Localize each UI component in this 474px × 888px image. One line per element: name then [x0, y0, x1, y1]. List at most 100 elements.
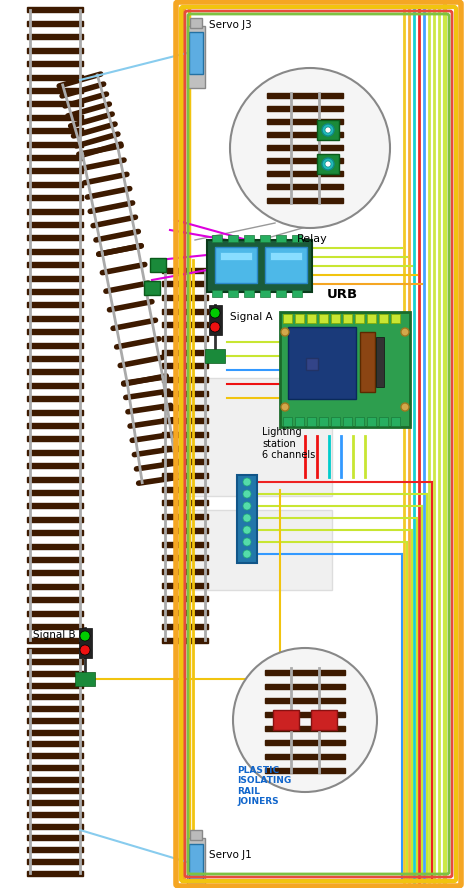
Bar	[212, 290, 222, 297]
Circle shape	[322, 124, 334, 136]
Bar	[27, 343, 83, 347]
Circle shape	[243, 502, 251, 510]
Bar	[376, 337, 384, 387]
Bar	[267, 107, 343, 112]
Bar	[27, 275, 83, 281]
Bar	[27, 503, 83, 509]
Bar	[27, 570, 83, 575]
Bar	[162, 623, 208, 629]
Circle shape	[210, 308, 220, 318]
Bar	[162, 322, 208, 328]
Bar	[267, 146, 343, 150]
Bar	[228, 290, 238, 297]
Circle shape	[243, 538, 251, 546]
Bar	[144, 281, 160, 295]
Bar	[27, 765, 83, 770]
Bar	[237, 475, 257, 563]
Bar	[27, 477, 83, 481]
Bar	[162, 527, 208, 533]
Bar	[360, 332, 375, 392]
Bar	[27, 611, 83, 615]
Bar	[317, 120, 339, 140]
Bar	[244, 290, 254, 297]
Bar	[207, 240, 312, 292]
Bar	[162, 555, 208, 560]
Bar	[27, 598, 83, 602]
Bar	[27, 812, 83, 817]
Bar	[379, 314, 388, 323]
Bar	[162, 336, 208, 341]
Bar	[27, 383, 83, 388]
Bar	[265, 684, 345, 688]
Circle shape	[322, 158, 334, 170]
Text: Servo J1: Servo J1	[209, 850, 252, 860]
Bar	[162, 405, 208, 409]
Bar	[265, 740, 345, 744]
Bar	[27, 141, 83, 147]
Bar	[317, 154, 339, 174]
Bar	[391, 417, 400, 426]
Bar	[331, 314, 340, 323]
Circle shape	[243, 478, 251, 486]
Text: Servo J3: Servo J3	[209, 20, 252, 30]
Bar	[27, 169, 83, 173]
Text: PLASTIC
ISOLATING
RAIL
JOINERS: PLASTIC ISOLATING RAIL JOINERS	[237, 765, 291, 806]
Bar	[267, 171, 343, 177]
Bar	[162, 377, 208, 382]
Bar	[27, 800, 83, 805]
Bar	[27, 741, 83, 747]
Bar	[162, 267, 208, 273]
Bar	[162, 281, 208, 286]
Bar	[27, 61, 83, 66]
Bar	[319, 417, 328, 426]
Bar	[27, 789, 83, 793]
Bar	[27, 530, 83, 535]
Bar	[276, 235, 286, 242]
Bar	[162, 295, 208, 300]
Bar	[162, 473, 208, 478]
Bar	[355, 417, 364, 426]
Bar	[27, 155, 83, 160]
Bar	[162, 309, 208, 313]
Bar	[162, 432, 208, 437]
Circle shape	[210, 322, 220, 332]
Bar	[267, 120, 343, 124]
Bar	[162, 487, 208, 492]
Bar	[379, 417, 388, 426]
Circle shape	[281, 403, 289, 411]
Bar	[27, 777, 83, 781]
Bar	[190, 18, 202, 28]
Bar	[292, 290, 302, 297]
Bar	[162, 569, 208, 574]
Bar	[27, 115, 83, 120]
Bar	[295, 314, 304, 323]
Bar	[260, 235, 270, 242]
Bar	[27, 436, 83, 441]
Bar	[27, 847, 83, 852]
Bar	[27, 753, 83, 758]
Bar	[283, 314, 292, 323]
Bar	[331, 417, 340, 426]
Bar	[27, 517, 83, 522]
Bar	[27, 182, 83, 186]
Bar	[162, 363, 208, 369]
Bar	[27, 671, 83, 676]
Bar	[162, 597, 208, 601]
Bar	[175, 0, 462, 888]
Bar	[311, 710, 337, 730]
Bar	[162, 501, 208, 505]
Bar	[27, 423, 83, 428]
Bar	[162, 542, 208, 547]
Bar	[162, 350, 208, 354]
Bar	[162, 391, 208, 396]
Bar	[189, 844, 203, 882]
Bar	[27, 48, 83, 52]
Bar	[209, 305, 222, 335]
Bar	[27, 316, 83, 321]
Bar	[27, 450, 83, 455]
Bar	[267, 158, 343, 163]
Bar	[27, 396, 83, 401]
Bar	[27, 369, 83, 375]
Bar	[265, 754, 345, 758]
Circle shape	[243, 526, 251, 534]
